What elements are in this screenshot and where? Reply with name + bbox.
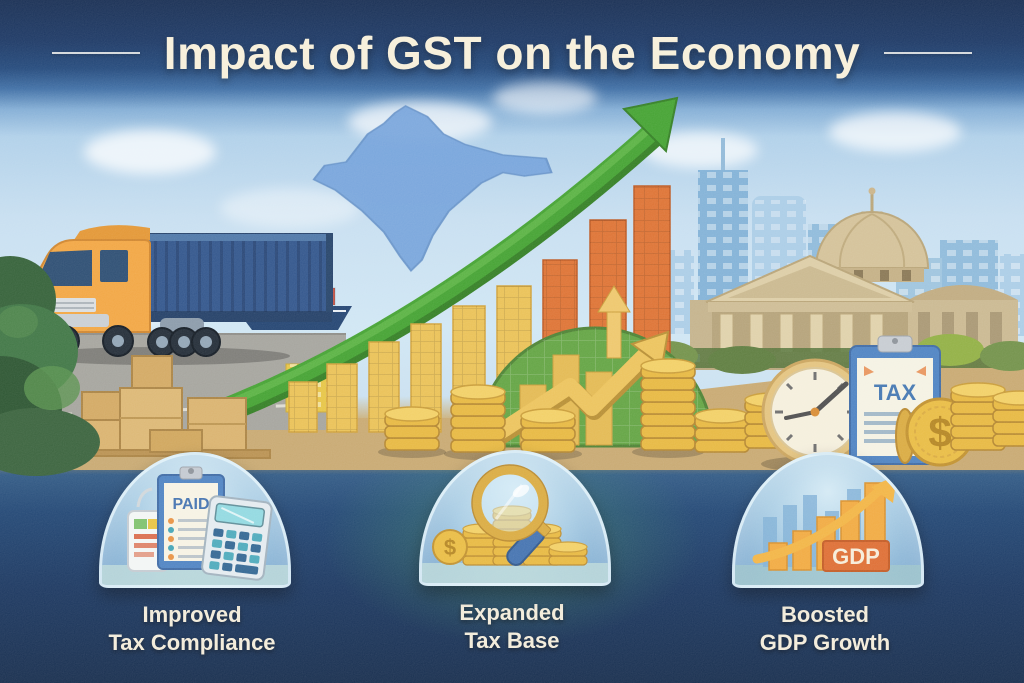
tax-base-dome-icon: $: [419, 450, 611, 586]
benefit-label: Boosted GDP Growth: [759, 602, 891, 655]
title-rule-left: [51, 52, 140, 54]
gdp-label: GDP: [832, 544, 880, 569]
compliance-dome-icon: PAID: [99, 452, 291, 588]
tax-label: TAX: [874, 380, 917, 405]
svg-text:$: $: [444, 535, 456, 560]
benefit-label: Expanded Tax Base: [459, 600, 565, 653]
right-coin-stacks-icon: [950, 382, 1024, 451]
gdp-label-box: GDP: [822, 540, 890, 572]
paid-label: PAID: [172, 496, 209, 513]
title-rule-right: [884, 52, 973, 54]
benefit-tax-compliance: PAID: [99, 452, 291, 657]
gdp-dome-icon: GDP: [732, 452, 924, 588]
calculator-icon: [201, 495, 273, 581]
benefit-tax-base: $ Expanded Tax Base: [419, 450, 611, 655]
benefit-label: Improved Tax Compliance: [108, 602, 276, 655]
benefit-gdp-growth: GDP Boosted GDP Growth: [732, 452, 924, 657]
title-row: Impact of GST on the Economy: [0, 26, 1024, 80]
page-title: Impact of GST on the Economy: [163, 27, 861, 79]
dollar-glyph: $: [928, 409, 951, 456]
dollar-coin-small-icon: $: [432, 529, 468, 565]
